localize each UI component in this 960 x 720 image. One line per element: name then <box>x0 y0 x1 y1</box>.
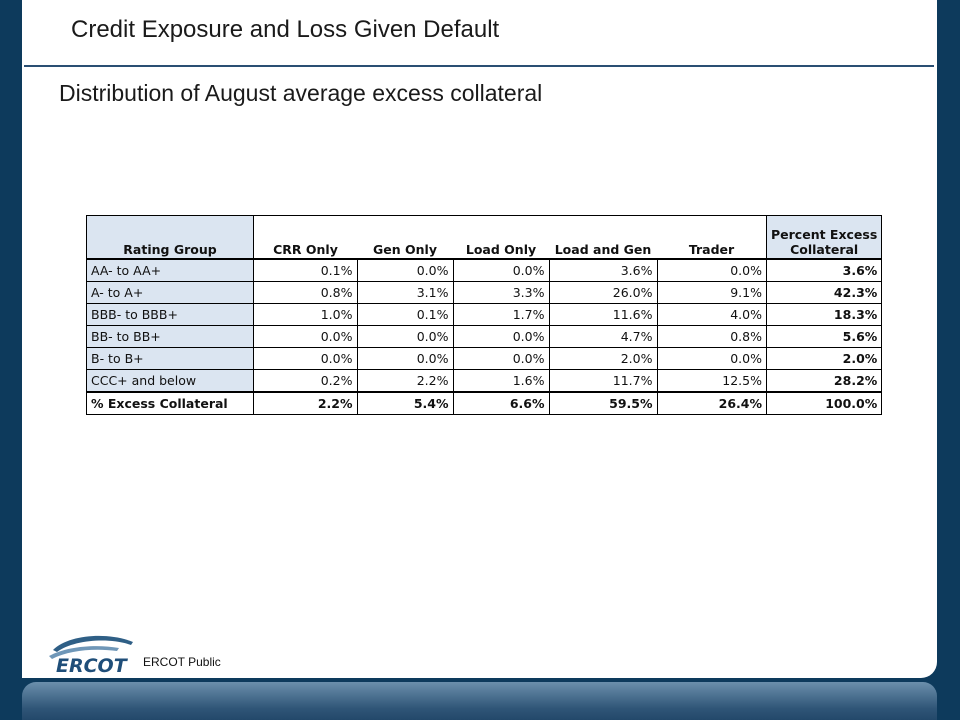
value-cell: 3.3% <box>452 281 550 304</box>
value-cell: 3.1% <box>356 281 454 304</box>
value-cell: 9.1% <box>656 281 767 304</box>
value-cell: 11.6% <box>548 303 658 326</box>
value-cell: 0.0% <box>253 325 358 348</box>
collateral-distribution-table: Rating Group CRR Only Gen Only Load Only… <box>86 215 883 415</box>
value-cell: 0.0% <box>452 347 550 370</box>
value-cell: 11.7% <box>548 369 658 393</box>
value-cell: 1.6% <box>452 369 550 393</box>
header-percent-excess-line1: Percent Excess <box>771 227 878 242</box>
percent-excess-cell: 42.3% <box>765 281 883 304</box>
table-body: AA- to AA+ 0.1% 0.0% 0.0% 3.6% 0.0% 3.6% A- to … <box>86 258 883 393</box>
header-load-only: Load Only <box>453 215 549 260</box>
value-cell: 1.0% <box>253 303 358 326</box>
slide-title: Credit Exposure and Loss Given Default <box>71 16 500 43</box>
value-cell: 1.7% <box>452 303 550 326</box>
value-cell: 2.2% <box>356 369 454 393</box>
header-load-and-gen: Load and Gen <box>549 215 657 260</box>
value-cell: 0.0% <box>356 325 454 348</box>
rating-group-cell: AA- to AA+ <box>86 258 254 282</box>
value-cell: 0.8% <box>656 325 767 348</box>
value-cell: 0.0% <box>253 347 358 370</box>
rating-group-cell: CCC+ and below <box>86 369 254 393</box>
value-cell: 12.5% <box>656 369 767 393</box>
value-cell: 0.0% <box>656 347 767 370</box>
value-cell: 0.2% <box>253 369 358 393</box>
table-row: A- to A+ 0.8% 3.1% 3.3% 26.0% 9.1% 42.3% <box>86 281 883 304</box>
total-percent-excess: 100.0% <box>765 391 883 415</box>
value-cell: 0.0% <box>452 258 550 282</box>
rating-group-cell: BB- to BB+ <box>86 325 254 348</box>
title-divider <box>24 65 934 67</box>
total-gen-only: 5.4% <box>356 391 454 415</box>
bottom-decorative-bar <box>22 682 937 720</box>
value-cell: 0.1% <box>253 258 358 282</box>
percent-excess-cell: 28.2% <box>765 369 883 393</box>
header-crr-only: CRR Only <box>253 215 357 260</box>
table-row: CCC+ and below 0.2% 2.2% 1.6% 11.7% 12.5% 28.2… <box>86 369 883 393</box>
percent-excess-cell: 18.3% <box>765 303 883 326</box>
header-percent-excess-collateral: Percent Excess Collateral <box>765 215 883 260</box>
table-row: AA- to AA+ 0.1% 0.0% 0.0% 3.6% 0.0% 3.6% <box>86 258 883 282</box>
value-cell: 0.0% <box>656 258 767 282</box>
table-row: BBB- to BBB+ 1.0% 0.1% 1.7% 11.6% 4.0% 18.3% <box>86 303 883 326</box>
percent-excess-cell: 2.0% <box>765 347 883 370</box>
total-row-label: % Excess Collateral <box>86 391 254 415</box>
total-trader: 26.4% <box>656 391 767 415</box>
ercot-logo-text: ERCOT <box>56 655 129 677</box>
slide-canvas: Credit Exposure and Loss Given Default D… <box>22 0 937 678</box>
total-crr-only: 2.2% <box>253 391 358 415</box>
rating-group-cell: B- to B+ <box>86 347 254 370</box>
table-total-row: % Excess Collateral 2.2% 5.4% 6.6% 59.5%… <box>86 391 883 415</box>
rating-group-cell: BBB- to BBB+ <box>86 303 254 326</box>
value-cell: 0.8% <box>253 281 358 304</box>
value-cell: 0.0% <box>356 258 454 282</box>
header-trader: Trader <box>657 215 767 260</box>
table-header-row: Rating Group CRR Only Gen Only Load Only… <box>86 215 883 260</box>
table-row: BB- to BB+ 0.0% 0.0% 0.0% 4.7% 0.8% 5.6% <box>86 325 883 348</box>
value-cell: 0.1% <box>356 303 454 326</box>
value-cell: 26.0% <box>548 281 658 304</box>
value-cell: 4.7% <box>548 325 658 348</box>
total-load-only: 6.6% <box>452 391 550 415</box>
ercot-logo: ERCOT <box>49 635 133 677</box>
total-load-and-gen: 59.5% <box>548 391 658 415</box>
value-cell: 4.0% <box>656 303 767 326</box>
percent-excess-cell: 5.6% <box>765 325 883 348</box>
value-cell: 2.0% <box>548 347 658 370</box>
header-percent-excess-line2: Collateral <box>790 242 859 257</box>
table-row: B- to B+ 0.0% 0.0% 0.0% 2.0% 0.0% 2.0% <box>86 347 883 370</box>
header-gen-only: Gen Only <box>357 215 453 260</box>
value-cell: 0.0% <box>452 325 550 348</box>
percent-excess-cell: 3.6% <box>765 258 883 282</box>
rating-group-cell: A- to A+ <box>86 281 254 304</box>
value-cell: 0.0% <box>356 347 454 370</box>
value-cell: 3.6% <box>548 258 658 282</box>
footer-label: ERCOT Public <box>143 655 221 669</box>
slide-subtitle: Distribution of August average excess co… <box>59 80 543 106</box>
header-rating-group: Rating Group <box>86 215 254 260</box>
